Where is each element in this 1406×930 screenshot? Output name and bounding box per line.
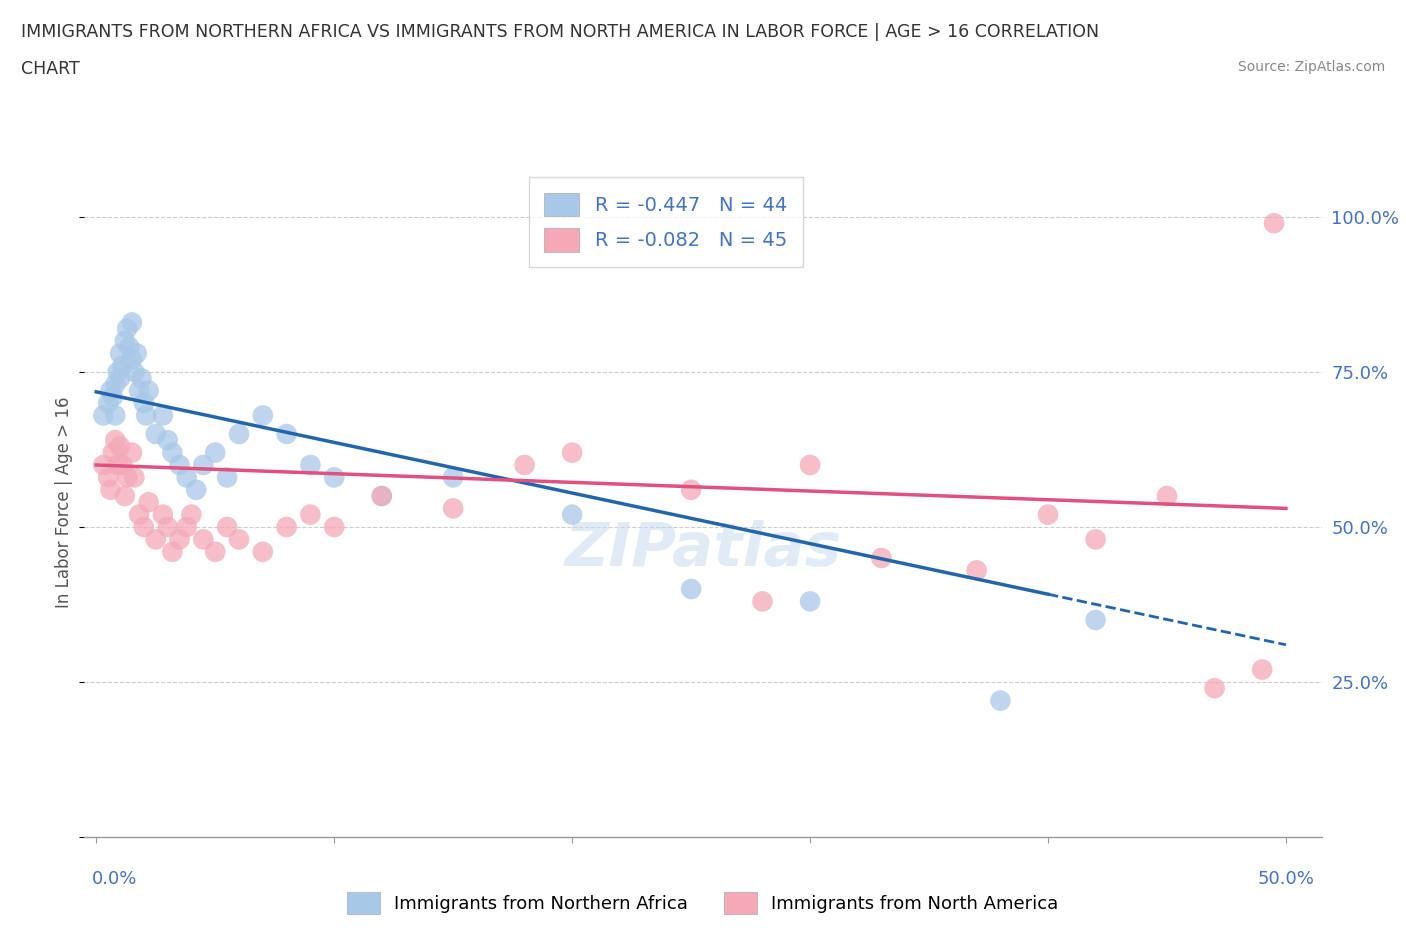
Point (1084, 532, 1107, 547)
Text: ZIPatlas: ZIPatlas (564, 520, 842, 578)
Point (132, 520, 155, 535)
Point (371, 488, 394, 503)
Point (145, 427, 167, 442)
Point (751, 594, 773, 609)
Point (97, 470, 120, 485)
Legend: Immigrants from Northern Africa, Immigrants from North America: Immigrants from Northern Africa, Immigra… (340, 884, 1066, 921)
Text: IMMIGRANTS FROM NORTHERN AFRICA VS IMMIGRANTS FROM NORTH AMERICA IN LABOR FORCE : IMMIGRANTS FROM NORTHERN AFRICA VS IMMIG… (21, 23, 1099, 41)
Point (1251, 662, 1274, 677)
Point (132, 395, 155, 410)
Point (100, 483, 122, 498)
Legend: R = -0.447   N = 44, R = -0.082   N = 45: R = -0.447 N = 44, R = -0.082 N = 45 (529, 177, 803, 267)
Point (131, 371, 153, 386)
Point (115, 470, 138, 485)
Point (169, 458, 191, 472)
Point (152, 408, 174, 423)
Point (1084, 613, 1107, 628)
Text: CHART: CHART (21, 60, 80, 78)
Point (217, 520, 239, 535)
Point (124, 470, 146, 485)
Point (121, 315, 143, 330)
Point (186, 483, 208, 498)
Point (176, 520, 198, 535)
Point (990, 693, 1012, 708)
Point (681, 581, 703, 596)
Point (441, 501, 464, 516)
Point (561, 507, 583, 522)
Point (114, 334, 136, 349)
Point (108, 439, 131, 454)
Point (799, 458, 821, 472)
Point (152, 507, 174, 522)
Point (1036, 507, 1059, 522)
Point (114, 488, 136, 503)
Point (252, 544, 274, 559)
Point (252, 408, 274, 423)
Point (1204, 681, 1226, 696)
Point (111, 358, 134, 373)
Point (145, 532, 167, 547)
Point (299, 458, 322, 472)
Point (118, 339, 141, 354)
Text: 50.0%: 50.0% (1258, 870, 1315, 887)
Point (441, 470, 464, 485)
Point (180, 507, 202, 522)
Point (204, 544, 226, 559)
Point (1263, 216, 1285, 231)
Point (176, 470, 198, 485)
Point (204, 445, 226, 460)
Point (156, 520, 179, 535)
Point (323, 470, 346, 485)
Point (101, 445, 124, 460)
Point (108, 346, 131, 361)
Point (513, 458, 536, 472)
Point (162, 544, 184, 559)
Text: Source: ZipAtlas.com: Source: ZipAtlas.com (1237, 60, 1385, 74)
Point (799, 594, 821, 609)
Point (93, 458, 115, 472)
Point (217, 470, 239, 485)
Y-axis label: In Labor Force | Age > 16: In Labor Force | Age > 16 (55, 396, 73, 608)
Point (104, 377, 127, 392)
Point (121, 445, 143, 460)
Point (228, 427, 250, 442)
Point (371, 488, 394, 503)
Point (193, 458, 215, 472)
Point (104, 408, 127, 423)
Point (121, 352, 143, 367)
Point (323, 520, 346, 535)
Point (156, 432, 179, 447)
Point (276, 427, 298, 442)
Point (111, 458, 134, 472)
Point (101, 390, 124, 405)
Point (138, 383, 160, 398)
Point (100, 383, 122, 398)
Point (276, 520, 298, 535)
Point (125, 346, 148, 361)
Point (107, 458, 129, 472)
Point (104, 432, 127, 447)
Point (128, 383, 150, 398)
Point (124, 365, 146, 379)
Point (107, 365, 129, 379)
Point (135, 408, 157, 423)
Point (1156, 488, 1178, 503)
Point (193, 532, 215, 547)
Point (162, 445, 184, 460)
Text: 0.0%: 0.0% (91, 870, 136, 887)
Point (870, 551, 893, 565)
Point (93, 408, 115, 423)
Point (299, 507, 322, 522)
Point (97, 395, 120, 410)
Point (169, 532, 191, 547)
Point (966, 563, 988, 578)
Point (128, 507, 150, 522)
Point (138, 495, 160, 510)
Point (108, 371, 131, 386)
Point (115, 321, 138, 336)
Point (561, 445, 583, 460)
Point (681, 483, 703, 498)
Point (228, 532, 250, 547)
